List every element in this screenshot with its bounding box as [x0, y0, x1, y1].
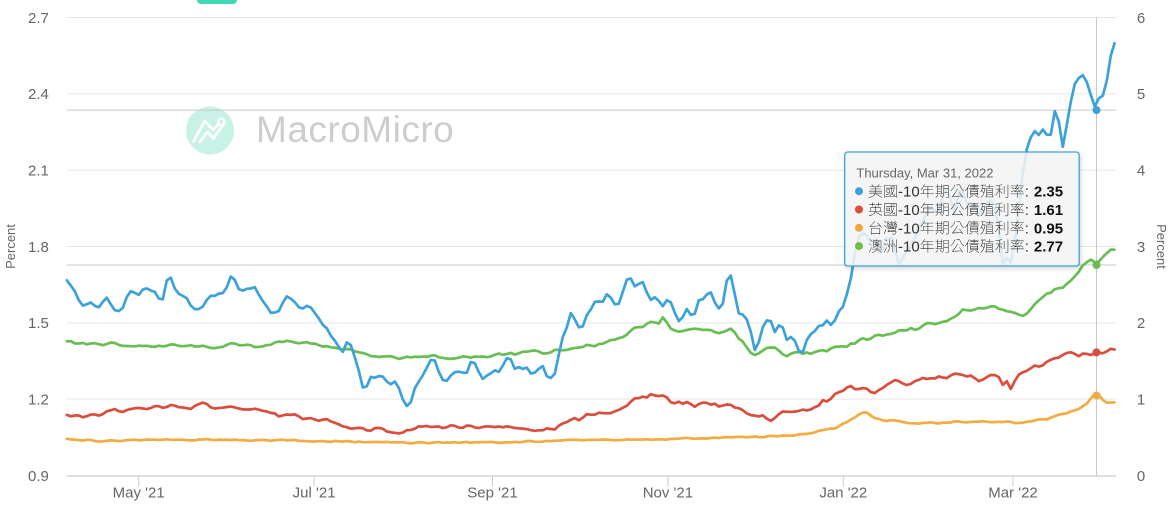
svg-text::: :	[1025, 184, 1029, 201]
svg-text:1.8: 1.8	[28, 239, 49, 256]
svg-text:4: 4	[1137, 163, 1145, 180]
svg-text:2.1: 2.1	[28, 163, 49, 180]
svg-text:3: 3	[1137, 239, 1145, 256]
svg-text::: :	[1025, 239, 1029, 256]
svg-text:Nov '21: Nov '21	[643, 485, 693, 502]
svg-text:2.4: 2.4	[28, 86, 49, 103]
svg-text:2: 2	[1137, 315, 1145, 332]
svg-text:Thursday, Mar 31, 2022: Thursday, Mar 31, 2022	[856, 166, 993, 181]
svg-text:May '21: May '21	[113, 485, 165, 502]
svg-text:Mar '22: Mar '22	[988, 485, 1038, 502]
svg-text:5: 5	[1137, 86, 1145, 103]
svg-text:0.95: 0.95	[1034, 220, 1063, 237]
svg-text:2.7: 2.7	[28, 10, 49, 27]
svg-text:1.2: 1.2	[28, 392, 49, 409]
svg-text:Percent: Percent	[1154, 224, 1169, 269]
svg-text:1.5: 1.5	[28, 315, 49, 332]
svg-text:-10: -10	[898, 239, 920, 256]
svg-text:0.9: 0.9	[28, 468, 49, 485]
svg-text::: :	[1025, 202, 1029, 219]
svg-text:2.77: 2.77	[1034, 239, 1063, 256]
svg-text:-10: -10	[898, 202, 920, 219]
svg-text:0: 0	[1137, 468, 1145, 485]
svg-text:1.61: 1.61	[1034, 202, 1063, 219]
svg-text::: :	[1025, 220, 1029, 237]
svg-text:Sep '21: Sep '21	[467, 485, 517, 502]
svg-text:-10: -10	[898, 184, 920, 201]
svg-text:Jul '21: Jul '21	[293, 485, 336, 502]
svg-text:2.35: 2.35	[1034, 184, 1063, 201]
svg-text:1: 1	[1137, 392, 1145, 409]
svg-text:Percent: Percent	[3, 224, 18, 269]
svg-text:MacroMicro: MacroMicro	[256, 109, 454, 150]
svg-text:-10: -10	[898, 220, 920, 237]
svg-text:6: 6	[1137, 10, 1145, 27]
svg-text:Jan '22: Jan '22	[819, 485, 867, 502]
